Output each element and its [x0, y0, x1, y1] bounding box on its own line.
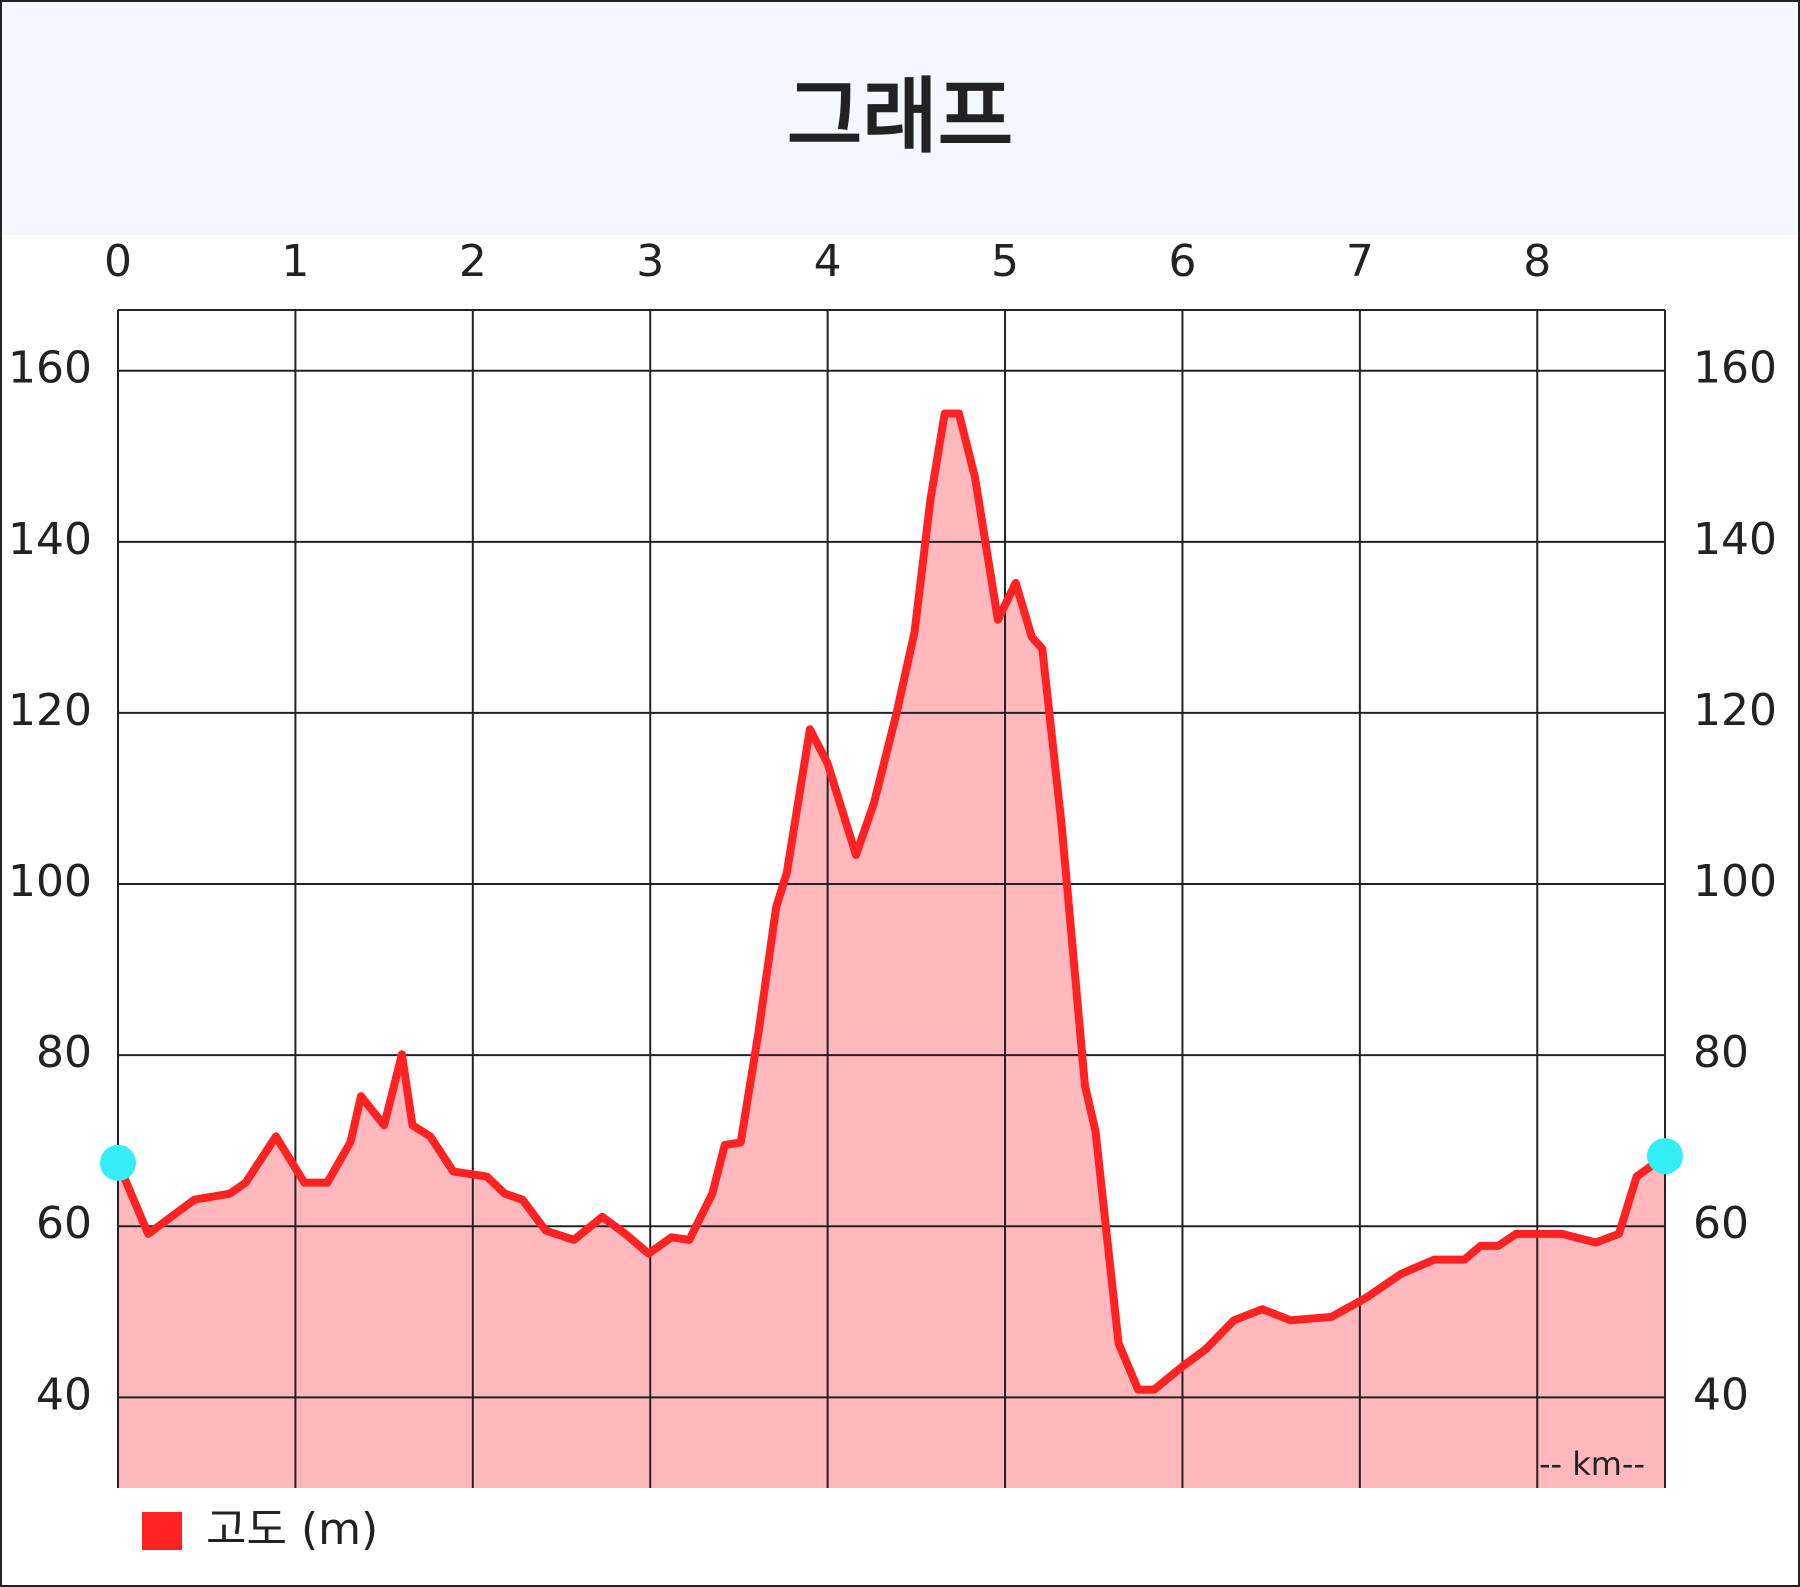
legend-label: 고도 (m) [206, 1504, 378, 1555]
y-tick-label: 160 [8, 343, 92, 394]
y-tick-label-right: 40 [1693, 1369, 1749, 1420]
x-tick-label: 4 [814, 236, 842, 287]
x-tick-label: 2 [459, 236, 487, 287]
x-tick-label: 1 [281, 236, 309, 287]
header [2, 2, 1798, 235]
y-tick-label: 80 [36, 1027, 92, 1078]
x-tick-label: 8 [1523, 236, 1551, 287]
x-tick-label: 7 [1346, 236, 1374, 287]
title: 그래프 [787, 69, 1013, 164]
x-tick-label: 3 [636, 236, 664, 287]
area [118, 413, 1665, 1488]
y-tick-label-right: 60 [1693, 1198, 1749, 1249]
y-tick-label-right: 140 [1693, 514, 1777, 565]
y-tick-label: 60 [36, 1198, 92, 1249]
y-tick-label: 120 [8, 685, 92, 736]
y-tick-label-right: 80 [1693, 1027, 1749, 1078]
y-tick-label: 40 [36, 1369, 92, 1420]
y-tick-label-right: 120 [1693, 685, 1777, 736]
line [114, 409, 1669, 1394]
y-tick-label: 100 [8, 856, 92, 907]
y-tick-label: 140 [8, 514, 92, 565]
endpoint-marker [1647, 1138, 1683, 1175]
x-tick-label: 6 [1168, 236, 1196, 287]
x-axis-unit: -- km-- [1539, 1445, 1645, 1483]
x-tick-label: 0 [104, 236, 132, 287]
endpoint-marker [100, 1144, 136, 1181]
legend-swatch [142, 1512, 182, 1550]
y-tick-label-right: 160 [1693, 343, 1777, 394]
x-tick-label: 5 [991, 236, 1019, 287]
y-tick-label-right: 100 [1693, 856, 1777, 907]
